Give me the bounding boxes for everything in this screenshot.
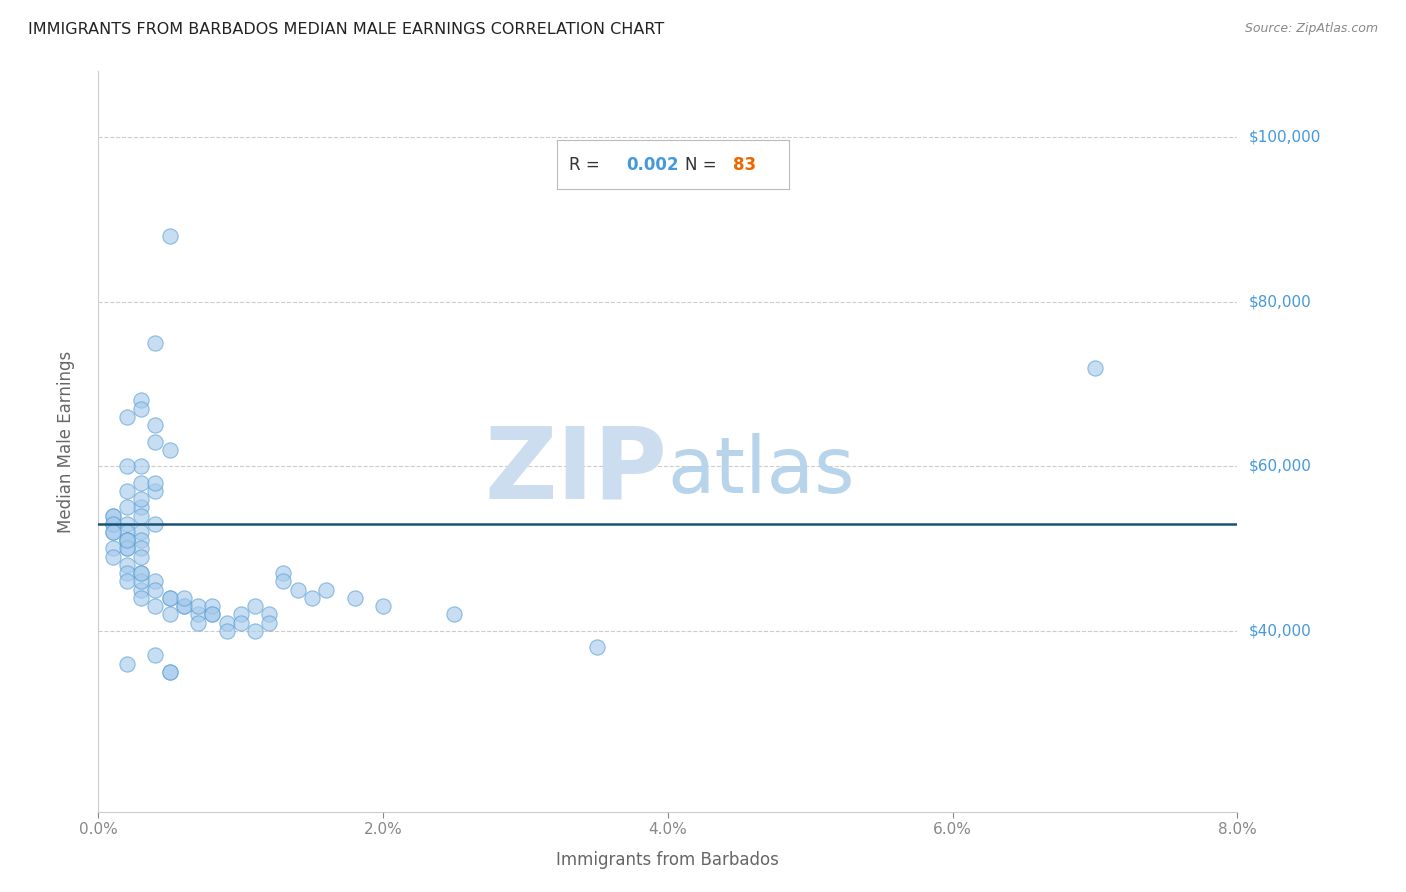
Point (129, 574, 152, 589)
Point (145, 599, 167, 613)
Point (259, 607, 281, 622)
Point (129, 549, 152, 564)
Point (145, 582, 167, 597)
Point (443, 607, 465, 622)
Point (215, 624, 238, 638)
Point (115, 483, 138, 498)
Point (215, 615, 238, 630)
Point (129, 541, 152, 556)
Point (145, 335, 167, 350)
Point (159, 665, 181, 679)
Point (115, 574, 138, 589)
Point (101, 549, 124, 564)
Point (243, 624, 266, 638)
Point (273, 566, 295, 581)
Point (115, 541, 138, 556)
Point (145, 483, 167, 498)
Point (129, 533, 152, 548)
Point (145, 475, 167, 490)
Point (243, 599, 266, 613)
Point (115, 566, 138, 581)
Point (371, 599, 394, 613)
Point (145, 418, 167, 433)
Point (129, 500, 152, 515)
Point (585, 640, 607, 655)
Text: $100,000: $100,000 (1249, 129, 1320, 145)
Point (115, 558, 138, 572)
Point (115, 533, 138, 548)
Point (101, 516, 124, 531)
X-axis label: Immigrants from Barbados: Immigrants from Barbados (557, 851, 779, 869)
Text: atlas: atlas (668, 434, 855, 509)
Point (343, 591, 366, 605)
Point (229, 607, 252, 622)
Point (115, 524, 138, 539)
Point (159, 591, 181, 605)
Point (173, 599, 195, 613)
Point (201, 607, 224, 622)
Point (101, 508, 124, 523)
Point (129, 508, 152, 523)
Point (129, 475, 152, 490)
Point (129, 459, 152, 474)
Point (187, 599, 209, 613)
Point (115, 459, 138, 474)
Point (173, 599, 195, 613)
Point (101, 516, 124, 531)
Text: 83: 83 (734, 156, 756, 174)
Point (115, 409, 138, 424)
Point (115, 516, 138, 531)
Point (115, 533, 138, 548)
Point (129, 582, 152, 597)
Text: IMMIGRANTS FROM BARBADOS MEDIAN MALE EARNINGS CORRELATION CHART: IMMIGRANTS FROM BARBADOS MEDIAN MALE EAR… (28, 22, 665, 37)
Point (1084, 360, 1107, 375)
Text: R =: R = (568, 156, 605, 174)
Point (145, 648, 167, 663)
Text: Source: ZipAtlas.com: Source: ZipAtlas.com (1244, 22, 1378, 36)
Point (315, 582, 337, 597)
Point (145, 434, 167, 449)
Point (201, 599, 224, 613)
Point (129, 566, 152, 581)
Point (273, 574, 295, 589)
Text: $60,000: $60,000 (1249, 458, 1312, 474)
Point (101, 524, 124, 539)
Point (287, 582, 309, 597)
Point (187, 615, 209, 630)
Point (145, 516, 167, 531)
Y-axis label: Median Male Earnings: Median Male Earnings (56, 351, 75, 533)
Text: $80,000: $80,000 (1249, 294, 1312, 310)
Point (159, 442, 181, 457)
Point (159, 228, 181, 243)
Point (229, 615, 252, 630)
Text: ZIP: ZIP (485, 423, 668, 520)
Point (101, 508, 124, 523)
Point (115, 657, 138, 671)
Point (159, 607, 181, 622)
Text: 0.002: 0.002 (627, 156, 679, 174)
Point (129, 566, 152, 581)
Point (115, 500, 138, 515)
Text: $40,000: $40,000 (1249, 624, 1312, 639)
Point (101, 541, 124, 556)
Point (129, 401, 152, 416)
Point (159, 665, 181, 679)
Point (259, 615, 281, 630)
Point (201, 607, 224, 622)
Point (129, 591, 152, 605)
Point (115, 541, 138, 556)
Text: N =: N = (685, 156, 721, 174)
Point (187, 607, 209, 622)
Point (173, 591, 195, 605)
Point (101, 524, 124, 539)
Point (145, 574, 167, 589)
Point (129, 393, 152, 408)
Point (301, 591, 323, 605)
Point (129, 492, 152, 507)
Point (159, 591, 181, 605)
Point (129, 524, 152, 539)
Point (115, 533, 138, 548)
